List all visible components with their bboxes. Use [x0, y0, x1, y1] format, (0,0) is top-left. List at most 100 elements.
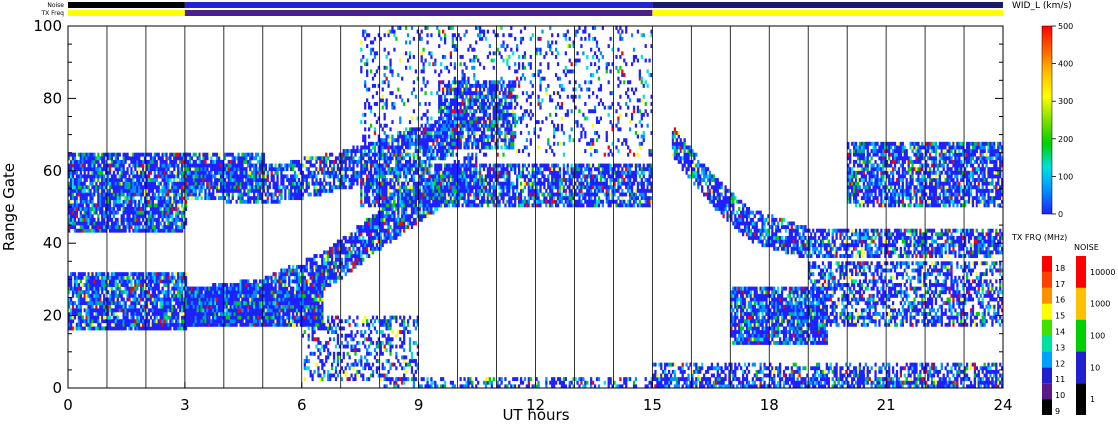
radar-cell-752	[143, 156, 147, 161]
radar-cell-4975	[338, 167, 342, 172]
radar-cell-835	[153, 210, 156, 215]
radar-cell-3735	[340, 268, 343, 273]
radar-cell-3219	[229, 290, 232, 295]
radar-cell-4859	[307, 159, 310, 164]
radar-cell-669	[136, 192, 139, 197]
radar-cell-4104	[420, 196, 423, 201]
radar-cell-3193	[223, 290, 227, 295]
radar-cell-4950	[330, 152, 334, 157]
radar-cell-171	[83, 167, 86, 172]
radar-cell-584	[126, 156, 129, 161]
radar-cell-295	[97, 196, 100, 201]
radar-cell-1095	[180, 210, 184, 215]
radar-cell-233	[91, 228, 94, 233]
radar-cell-1422	[106, 297, 110, 302]
radar-cell-4189	[438, 181, 441, 186]
radar-cell-3052	[194, 315, 197, 320]
radar-cell-814	[151, 221, 155, 226]
radar-cell-1790	[159, 279, 162, 284]
radar-cell-854	[155, 210, 158, 215]
radar-cell-3309	[249, 286, 252, 291]
radar-cell-3538	[299, 293, 303, 298]
radar-cell-23	[69, 210, 73, 215]
radar-cell-4076	[414, 217, 417, 222]
radar-cell-923	[163, 214, 166, 219]
radar-cell-2182	[221, 293, 225, 298]
radar-cell-1071	[177, 156, 180, 161]
radar-cell-416	[108, 178, 112, 182]
radar-cell-4748	[280, 181, 283, 186]
radar-cell-3830	[362, 243, 365, 248]
radar-cell-4759	[284, 196, 287, 201]
radar-cell-1004	[171, 207, 174, 211]
radar-cell-2621	[305, 308, 308, 313]
radar-cell-173	[83, 159, 86, 164]
radar-cell-664	[136, 217, 139, 222]
radar-cell-3435	[276, 304, 279, 309]
radar-cell-863	[155, 163, 158, 168]
radar-cell-1897	[175, 290, 178, 295]
radar-cell-546	[122, 170, 125, 175]
radar-cell-1608	[134, 301, 137, 306]
radar-cell-3942	[385, 235, 388, 240]
radar-cell-3673	[327, 264, 330, 269]
radar-cell-4882	[315, 188, 318, 193]
radar-cell-4007	[399, 221, 402, 226]
radar-cell-3263	[239, 279, 242, 284]
radar-cell-1133	[184, 207, 188, 211]
radar-cell-3163	[217, 297, 221, 302]
radar-cell-3195	[223, 283, 227, 287]
radar-cell-4636	[253, 170, 256, 175]
radar-cell-4414	[198, 174, 201, 179]
radar-cell-2455	[274, 315, 277, 320]
radar-cell-2600	[301, 308, 304, 313]
radar-cell-4477	[216, 192, 219, 197]
radar-cell-4400	[194, 174, 197, 179]
radar-cell-3306	[249, 297, 252, 302]
radar-cell-3097	[204, 301, 207, 306]
radar-cell-4920	[323, 159, 326, 164]
radar-cell-3326	[253, 283, 256, 287]
radar-cell-4817	[297, 185, 301, 190]
radar-cell-1452	[110, 275, 114, 280]
radar-cell-157	[83, 221, 86, 226]
radar-cell-3580	[309, 275, 312, 280]
radar-cell-4068	[412, 210, 416, 215]
radar-cell-3155	[216, 297, 219, 302]
radar-cell-631	[132, 192, 135, 197]
radar-cell-4611	[247, 178, 250, 182]
radar-cell-1406	[105, 304, 108, 309]
radar-cell-4672	[262, 181, 266, 186]
radar-cell-806	[149, 170, 153, 175]
radar-cell-3887	[373, 221, 377, 226]
radar-cell-1290	[89, 319, 92, 324]
radar-cell-1210	[77, 322, 80, 327]
radar-cell-844	[153, 170, 156, 175]
radar-cell-1025	[173, 181, 176, 186]
radar-cell-1855	[169, 311, 172, 316]
radar-cell-1396	[103, 293, 106, 298]
radar-cell-337	[101, 185, 104, 190]
radar-cell-344	[101, 156, 104, 161]
radar-cell-3521	[295, 293, 299, 298]
radar-cell-3416	[270, 275, 273, 280]
radar-cell-3544	[299, 264, 303, 269]
radar-cell-3997	[397, 217, 400, 222]
radar-cell-882	[157, 167, 160, 172]
radar-cell-3970	[391, 228, 394, 233]
radar-cell-2021	[192, 301, 195, 306]
radar-cell-1488	[116, 308, 119, 313]
radar-cell-2371	[258, 308, 262, 313]
radar-cell-1573	[128, 275, 131, 280]
radar-cell-4904	[319, 159, 322, 164]
radar-cell-938	[163, 159, 166, 164]
radar-cell-3896	[375, 221, 379, 226]
radar-cell-4929	[327, 188, 330, 193]
radar-cell-3842	[366, 254, 369, 258]
radar-cell-3018	[186, 301, 190, 306]
radar-cell-2667	[313, 297, 316, 302]
radar-cell-2994	[260, 156, 264, 161]
radar-cell-1954	[182, 279, 186, 284]
radar-cell-4820	[297, 170, 301, 175]
radar-cell-730	[142, 170, 145, 175]
